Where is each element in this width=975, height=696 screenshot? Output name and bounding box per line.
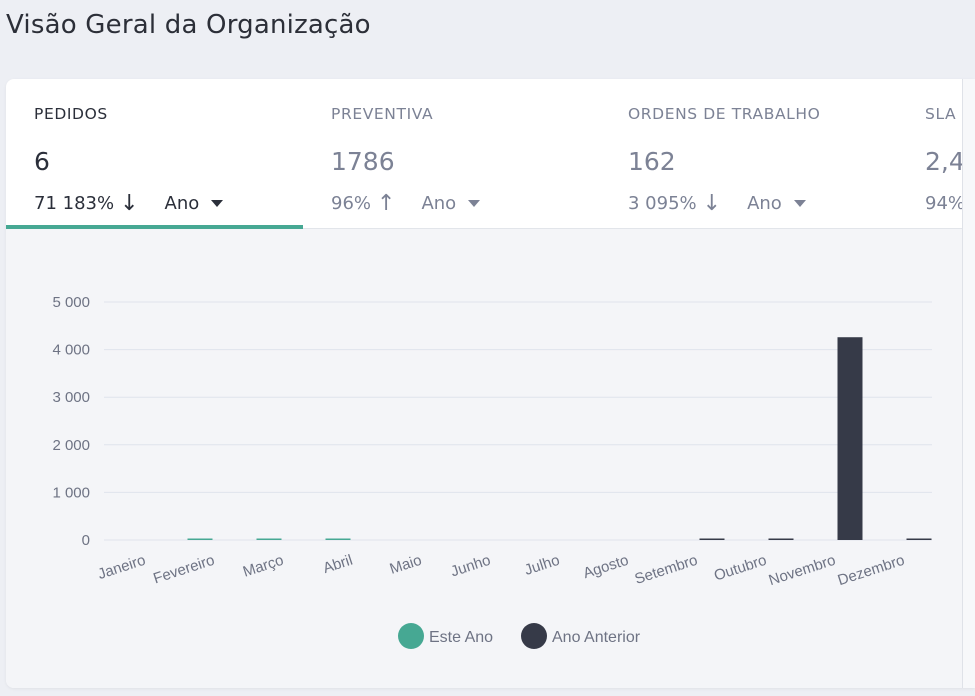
x-tick-label: Maio	[388, 552, 424, 578]
tab-sla[interactable]: SLA 2,4 94%	[897, 79, 975, 228]
x-tick-label: Abril	[321, 552, 355, 577]
x-tick-label: Setembro	[633, 552, 700, 588]
x-tick-label: Junho	[449, 552, 493, 581]
tab-preventiva[interactable]: PREVENTIVA 1786 96% ↑ Ano	[303, 79, 600, 228]
overview-card: PEDIDOS 6 71 183% ↓ Ano PREVENTIVA 1786 …	[6, 79, 975, 688]
tab-delta-row: 96% ↑ Ano	[331, 190, 481, 216]
y-tick-label: 3 000	[52, 389, 90, 406]
arrow-down-icon: ↓	[120, 190, 139, 216]
period-dropdown[interactable]: Ano	[165, 193, 224, 214]
x-tick-label: Novembro	[767, 552, 838, 590]
bar	[325, 538, 351, 540]
caret-down-icon	[793, 200, 806, 207]
period-dropdown[interactable]: Ano	[747, 193, 806, 214]
period-label: Ano	[421, 193, 457, 214]
y-tick-label: 4 000	[52, 342, 90, 359]
y-tick-label: 1 000	[52, 484, 90, 501]
x-tick-label: Março	[241, 552, 286, 581]
x-tick-label: Janeiro	[96, 552, 148, 583]
bar	[837, 337, 863, 540]
page-title: Visão Geral da Organização	[6, 10, 371, 40]
arrow-up-icon: ↑	[377, 190, 396, 216]
scroll-edge	[962, 79, 975, 688]
bar	[699, 538, 725, 540]
tab-label: PREVENTIVA	[331, 105, 434, 123]
tab-label: SLA	[925, 105, 957, 123]
tab-label: PEDIDOS	[34, 105, 108, 123]
arrow-down-icon: ↓	[702, 190, 722, 216]
bar	[768, 538, 794, 540]
legend-label: Ano Anterior	[552, 629, 641, 646]
x-tick-label: Julho	[522, 552, 561, 579]
period-label: Ano	[164, 193, 200, 214]
x-tick-label: Agosto	[581, 552, 631, 583]
period-dropdown[interactable]: Ano	[421, 193, 481, 214]
tab-value: 1786	[331, 147, 395, 176]
bar	[187, 538, 213, 540]
delta-percent: 96%	[331, 193, 372, 214]
legend-swatch	[398, 623, 424, 649]
y-tick-label: 5 000	[52, 294, 90, 311]
bar	[256, 538, 282, 540]
tab-delta-row: 71 183% ↓ Ano	[34, 190, 224, 216]
tab-delta-row: 94%	[925, 193, 965, 214]
delta-percent: 94%	[925, 193, 966, 214]
tab-value: 162	[628, 147, 676, 176]
orders-bar-chart: 0 1 000 2 000 3 000 4 000 5 000 Janeiro Feverei…	[52, 294, 932, 649]
x-tick-label: Dezembro	[836, 552, 907, 590]
tab-label: ORDENS DE TRABALHO	[628, 105, 821, 123]
tab-value: 6	[34, 147, 50, 176]
legend-label: Este Ano	[429, 629, 493, 646]
caret-down-icon	[211, 200, 224, 207]
period-label: Ano	[747, 193, 782, 214]
legend-swatch	[521, 623, 547, 649]
x-tick-label: Fevereiro	[151, 552, 217, 588]
chart-area: 0 1 000 2 000 3 000 4 000 5 000 Janeiro Feverei…	[6, 229, 963, 688]
kpi-tabs: PEDIDOS 6 71 183% ↓ Ano PREVENTIVA 1786 …	[6, 79, 965, 229]
y-tick-label: 2 000	[52, 437, 90, 454]
delta-percent: 3 095%	[628, 193, 697, 214]
delta-percent: 71 183%	[34, 193, 115, 214]
tab-value: 2,4	[925, 147, 965, 176]
tab-delta-row: 3 095% ↓ Ano	[628, 190, 806, 216]
tab-pedidos[interactable]: PEDIDOS 6 71 183% ↓ Ano	[6, 79, 303, 229]
tab-ordens-de-trabalho[interactable]: ORDENS DE TRABALHO 162 3 095% ↓ Ano	[600, 79, 897, 228]
x-tick-label: Outubro	[712, 552, 769, 585]
bar	[906, 538, 932, 540]
y-tick-label: 0	[82, 532, 90, 549]
caret-down-icon	[468, 200, 481, 207]
